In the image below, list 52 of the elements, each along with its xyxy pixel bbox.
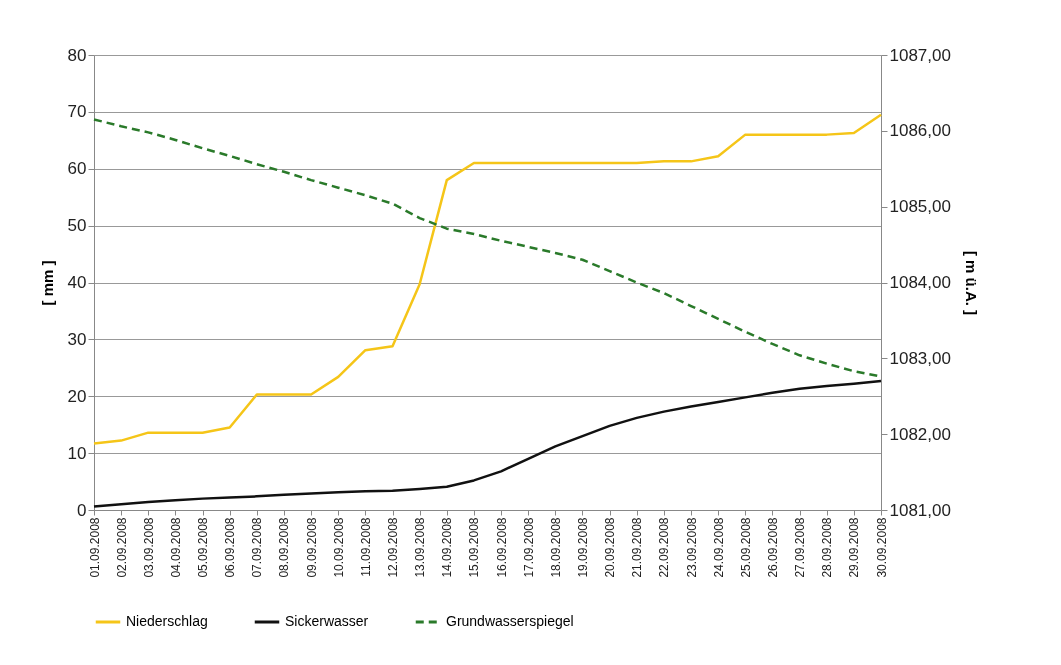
line-series <box>92 113 883 445</box>
y2-tick-label: 1082,00 <box>889 424 951 444</box>
x-tick-label: 11.09.2008 <box>358 517 373 577</box>
y2-tick-label: 1085,00 <box>889 197 951 217</box>
x-tick-label: 01.09.2008 <box>87 517 102 578</box>
x-tick-label: 19.09.2008 <box>575 517 590 578</box>
x-tick-label: 29.09.2008 <box>847 517 862 578</box>
y-tick-label: 10 <box>67 443 87 463</box>
x-tick-label: 16.09.2008 <box>494 517 509 578</box>
x-tick-label: 06.09.2008 <box>223 517 238 578</box>
x-tick-label: 17.09.2008 <box>521 517 536 578</box>
x-tick-label: 08.09.2008 <box>277 517 292 578</box>
y-tick-label: 80 <box>67 45 87 65</box>
y2-tick-label: 1087,00 <box>889 45 951 65</box>
x-tick-label: 10.09.2008 <box>331 517 346 578</box>
x-tick-label: 21.09.2008 <box>630 517 645 578</box>
y2-tick-label: 1086,00 <box>889 121 951 141</box>
x-tick-label: 07.09.2008 <box>250 517 265 578</box>
y-tick-label: 50 <box>67 216 87 236</box>
y2-axis-title: [ m ü.A. ] <box>962 250 980 316</box>
legend-label: Grundwasserspiegel <box>446 613 574 629</box>
x-tick-label: 12.09.2008 <box>386 517 401 578</box>
x-tick-label: 18.09.2008 <box>548 517 563 578</box>
y2-tick-label: 1083,00 <box>889 348 951 368</box>
x-tick-label: 03.09.2008 <box>141 517 156 578</box>
x-tick-label: 02.09.2008 <box>114 517 129 578</box>
x-tick-label: 28.09.2008 <box>820 517 835 578</box>
x-tick-label: 15.09.2008 <box>467 517 482 578</box>
x-tick-label: 05.09.2008 <box>196 517 211 578</box>
x-tick-label: 13.09.2008 <box>413 517 428 578</box>
x-tick-label: 09.09.2008 <box>304 517 319 578</box>
x-tick-label: 04.09.2008 <box>168 517 183 578</box>
x-tick-label: 14.09.2008 <box>440 517 455 578</box>
x-tick-label: 26.09.2008 <box>765 517 780 578</box>
y-tick-label: 60 <box>67 159 87 179</box>
legend-label: Sickerwasser <box>285 613 369 629</box>
x-tick-label: 27.09.2008 <box>793 517 808 578</box>
y-axis-title: [ mm ] <box>38 260 56 306</box>
x-tick-label: 24.09.2008 <box>711 517 726 578</box>
y2-tick-label: 1084,00 <box>889 273 951 292</box>
x-tick-label: 20.09.2008 <box>603 517 618 578</box>
x-tick-label: 30.09.2008 <box>874 517 889 578</box>
x-tick-label: 25.09.2008 <box>738 517 753 578</box>
y-tick-label: 30 <box>67 329 87 349</box>
y-tick-label: 0 <box>77 500 87 520</box>
y2-tick-label: 1081,00 <box>889 500 951 520</box>
y-tick-label: 70 <box>67 102 87 122</box>
y-tick-label: 20 <box>67 386 87 406</box>
y-tick-label: 40 <box>67 273 87 292</box>
x-tick-label: 22.09.2008 <box>657 517 672 578</box>
legend-label: Niederschlag <box>126 613 208 629</box>
x-tick-label: 23.09.2008 <box>684 517 699 578</box>
